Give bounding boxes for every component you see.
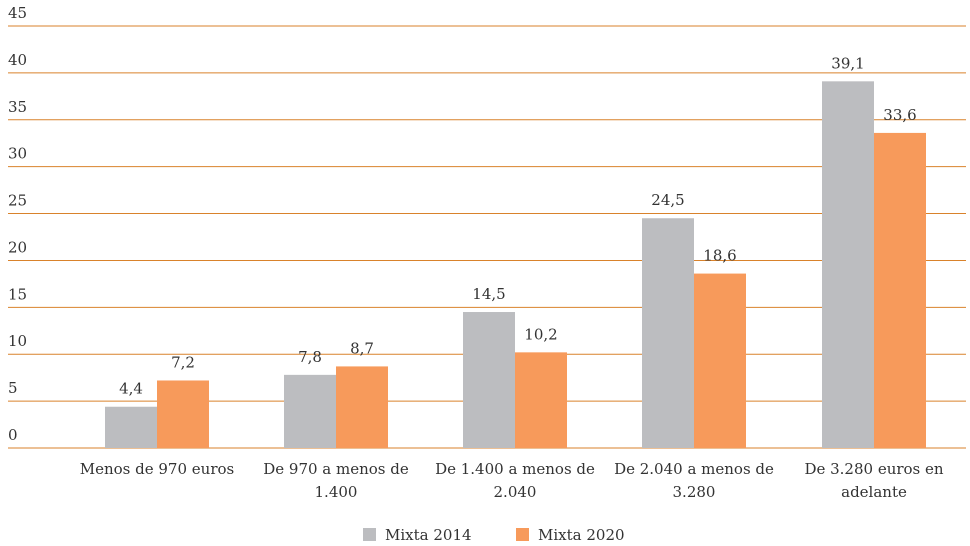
bar-2020	[157, 380, 209, 448]
x-axis-categories: Menos de 970 euros De 970 a menos de 1.400…	[80, 460, 944, 501]
bar-2014	[642, 218, 694, 448]
y-tick-label: 0	[8, 426, 18, 444]
bar-2014	[463, 312, 515, 448]
category-label: De 1.400 a menos de	[435, 460, 595, 478]
y-tick-label: 40	[8, 51, 27, 69]
category-label: 2.040	[494, 483, 537, 501]
category-label: Menos de 970 euros	[80, 460, 234, 478]
legend-label: Mixta 2014	[385, 526, 472, 544]
bar-2014	[284, 374, 336, 448]
bar-2020	[336, 366, 388, 448]
data-label: 8,7	[350, 339, 374, 357]
y-tick-label: 20	[8, 238, 27, 256]
data-label: 7,8	[298, 348, 322, 366]
y-tick-label: 30	[8, 145, 27, 163]
data-label: 18,6	[703, 247, 736, 265]
data-label: 4,4	[119, 380, 143, 398]
category-label: De 970 a menos de	[263, 460, 409, 478]
y-tick-label: 45	[8, 4, 27, 22]
legend-label: Mixta 2020	[538, 526, 625, 544]
data-label: 33,6	[883, 106, 916, 124]
y-tick-label: 5	[8, 379, 18, 397]
y-tick-label: 25	[8, 192, 27, 210]
data-label: 14,5	[472, 285, 505, 303]
data-label: 7,2	[171, 353, 195, 371]
legend-swatch	[516, 528, 529, 541]
bar-2014	[105, 406, 157, 448]
data-label: 39,1	[831, 54, 864, 72]
data-labels: 4,4 7,2 7,8 8,7 14,5 10,2 24,5 18,6 39,1 33,6	[119, 54, 917, 397]
legend-swatch	[363, 528, 376, 541]
y-tick-label: 15	[8, 285, 27, 303]
category-label: adelante	[841, 483, 907, 501]
category-label: De 3.280 euros en	[804, 460, 943, 478]
data-label: 24,5	[651, 191, 684, 209]
y-axis-ticks: 0 5 10 15 20 25 30 35 40 45	[8, 4, 27, 444]
data-label: 10,2	[524, 325, 557, 343]
category-label: De 2.040 a menos de	[614, 460, 774, 478]
bar-2020	[694, 273, 746, 448]
legend: Mixta 2014 Mixta 2020	[363, 526, 625, 544]
bar-2014	[822, 81, 874, 448]
y-tick-label: 10	[8, 332, 27, 350]
category-label: 1.400	[315, 483, 358, 501]
bar-2020	[515, 352, 567, 448]
bar-2020	[874, 132, 926, 448]
category-label: 3.280	[673, 483, 716, 501]
bars	[105, 81, 926, 448]
y-tick-label: 35	[8, 98, 27, 116]
